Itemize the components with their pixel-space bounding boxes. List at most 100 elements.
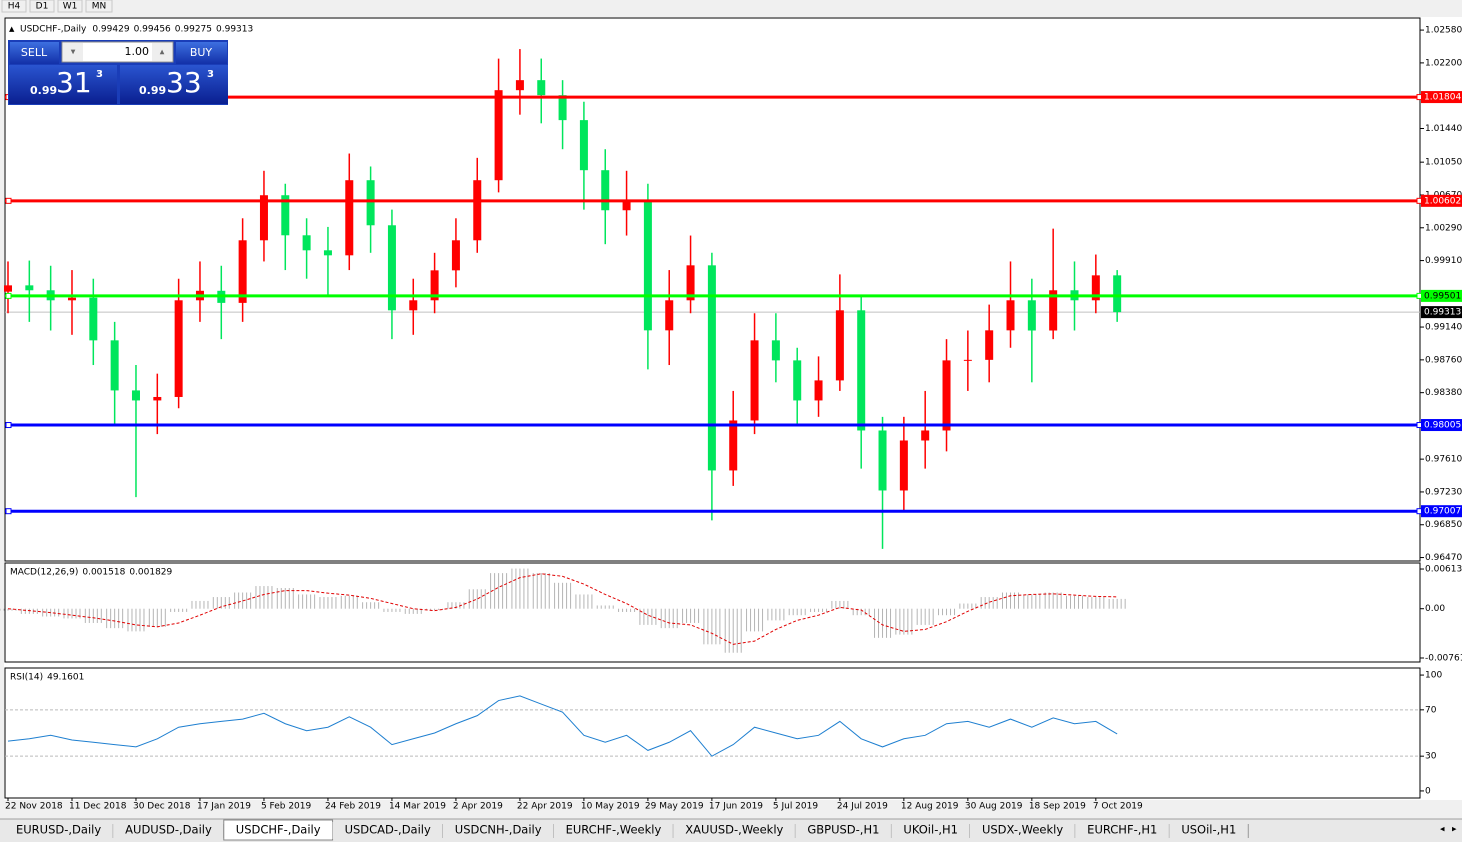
symbol-tab-label[interactable]: EURCHF-,H1 <box>1087 823 1157 837</box>
x-tick-label: 5 Feb 2019 <box>261 802 312 812</box>
candle-body <box>238 240 247 303</box>
symbol-tab-label[interactable]: EURUSD-,Daily <box>16 823 101 837</box>
candle-body <box>430 270 439 301</box>
candle-body <box>643 200 652 331</box>
symbol-tab-label[interactable]: USDX-,Weekly <box>982 823 1063 837</box>
x-tick-label: 10 May 2019 <box>581 802 640 812</box>
candle-body <box>579 120 588 171</box>
lots-down[interactable] <box>63 43 83 61</box>
symbol-tab[interactable] <box>795 822 892 839</box>
candle-body <box>110 340 119 391</box>
sell-label[interactable]: SELL <box>21 46 48 59</box>
candle-body <box>963 359 972 361</box>
timeframe-button[interactable] <box>29 0 55 13</box>
symbol-tab[interactable] <box>553 822 674 839</box>
candle-body <box>473 180 482 241</box>
candle-body <box>942 360 951 431</box>
y-tick-label: 0.97610 <box>1425 455 1462 465</box>
ask-pip: 3 <box>207 69 214 80</box>
sell-button[interactable] <box>10 42 59 64</box>
timeframe-button[interactable] <box>1 0 27 13</box>
ask-digits: 33 <box>166 66 202 99</box>
y-tick-label: 30 <box>1425 752 1437 762</box>
ask-box[interactable] <box>120 65 228 104</box>
candle-body <box>131 390 140 401</box>
x-tick-label: 22 Nov 2018 <box>5 802 63 812</box>
timeframe-button[interactable] <box>57 0 83 13</box>
candle-body <box>729 420 738 471</box>
symbol-tab-label[interactable]: USOil-,H1 <box>1181 823 1236 837</box>
scroll-left[interactable]: ◂ <box>1440 825 1445 835</box>
y-tick-label: 70 <box>1425 705 1437 715</box>
header-value: 0.99429 <box>92 25 129 35</box>
candle-body <box>857 310 866 431</box>
rsi-line <box>7 695 1118 757</box>
scroll-right[interactable]: ▸ <box>1452 825 1457 835</box>
level-label-box <box>1421 289 1462 302</box>
y-tick-label: 1.01440 <box>1425 124 1462 134</box>
level-label: 0.97007 <box>1424 507 1461 517</box>
level-handle <box>5 197 12 204</box>
symbol-tab[interactable] <box>1075 822 1170 839</box>
y-tick-label: 0.98760 <box>1425 355 1462 365</box>
header-value: 0.99313 <box>216 25 253 35</box>
buy-label[interactable]: BUY <box>190 46 213 59</box>
candle-body <box>67 297 76 301</box>
level-label: 0.98005 <box>1424 421 1461 431</box>
collapse-arrow: ▲ <box>9 25 15 33</box>
y-tick-label: 0.96470 <box>1425 553 1462 563</box>
x-tick-label: 24 Jul 2019 <box>837 802 888 812</box>
timeframe-label[interactable]: D1 <box>36 2 49 12</box>
up-arrow[interactable]: ▲ <box>160 49 165 56</box>
lots-value[interactable]: 1.00 <box>125 45 150 58</box>
symbol-tab-label[interactable]: USDCNH-,Daily <box>455 823 542 837</box>
macd-panel <box>4 562 1421 663</box>
symbol-tab[interactable] <box>969 822 1076 839</box>
candle-body <box>814 380 823 401</box>
candle-body <box>451 240 460 271</box>
candle-body <box>1049 290 1058 331</box>
buy-button[interactable] <box>176 42 227 64</box>
symbol-tab-label[interactable]: EURCHF-,Weekly <box>566 823 662 837</box>
timeframe-label[interactable]: H4 <box>8 2 21 12</box>
lots-input[interactable] <box>61 41 174 63</box>
candle-body <box>601 170 610 211</box>
current-price-label: 0.99313 <box>1424 308 1461 318</box>
symbol-tab-label[interactable]: USDCHF-,Daily <box>236 823 321 837</box>
y-tick-label: 0.00613 <box>1425 565 1462 575</box>
ask-prefix: 0.99 <box>139 84 166 97</box>
candle-body <box>281 195 290 236</box>
current-price-box <box>1421 306 1462 319</box>
down-arrow[interactable]: ▼ <box>71 49 76 56</box>
symbol-tab-label[interactable]: AUDUSD-,Daily <box>125 823 212 837</box>
symbol-tab[interactable] <box>113 822 224 839</box>
x-tick-label: 30 Aug 2019 <box>965 802 1023 812</box>
symbol-tab-label[interactable]: GBPUSD-,H1 <box>807 823 879 837</box>
bid-prefix: 0.99 <box>30 84 57 97</box>
symbol-tab[interactable] <box>4 822 114 839</box>
candle-body <box>259 195 268 241</box>
symbol-tab-label[interactable]: UKOil-,H1 <box>903 823 958 837</box>
symbol-tab-label[interactable]: USDCAD-,Daily <box>345 823 431 837</box>
symbol-tab[interactable] <box>442 822 554 839</box>
candle-body <box>1091 275 1100 301</box>
candle-body <box>323 250 332 256</box>
indicator-title: RSI(14) <box>10 673 43 683</box>
timeframe-button[interactable] <box>85 0 113 13</box>
timeframe-label[interactable]: W1 <box>63 2 78 12</box>
timeframe-label[interactable]: MN <box>92 2 107 12</box>
bid-box[interactable] <box>9 65 117 104</box>
x-tick-label: 30 Dec 2018 <box>133 802 191 812</box>
symbol-tab-label[interactable]: XAUUSD-,Weekly <box>685 823 783 837</box>
x-tick-label: 5 Jul 2019 <box>773 802 818 812</box>
x-tick-label: 12 Aug 2019 <box>901 802 959 812</box>
candle-body <box>1027 300 1036 331</box>
symbol-tab[interactable] <box>673 822 796 839</box>
candle-body <box>558 95 567 121</box>
lots-up[interactable] <box>152 43 172 61</box>
symbol-tab[interactable] <box>332 822 443 839</box>
candle-body <box>174 300 183 397</box>
symbol-tab[interactable] <box>891 822 970 839</box>
symbol-tab[interactable] <box>1169 822 1249 839</box>
